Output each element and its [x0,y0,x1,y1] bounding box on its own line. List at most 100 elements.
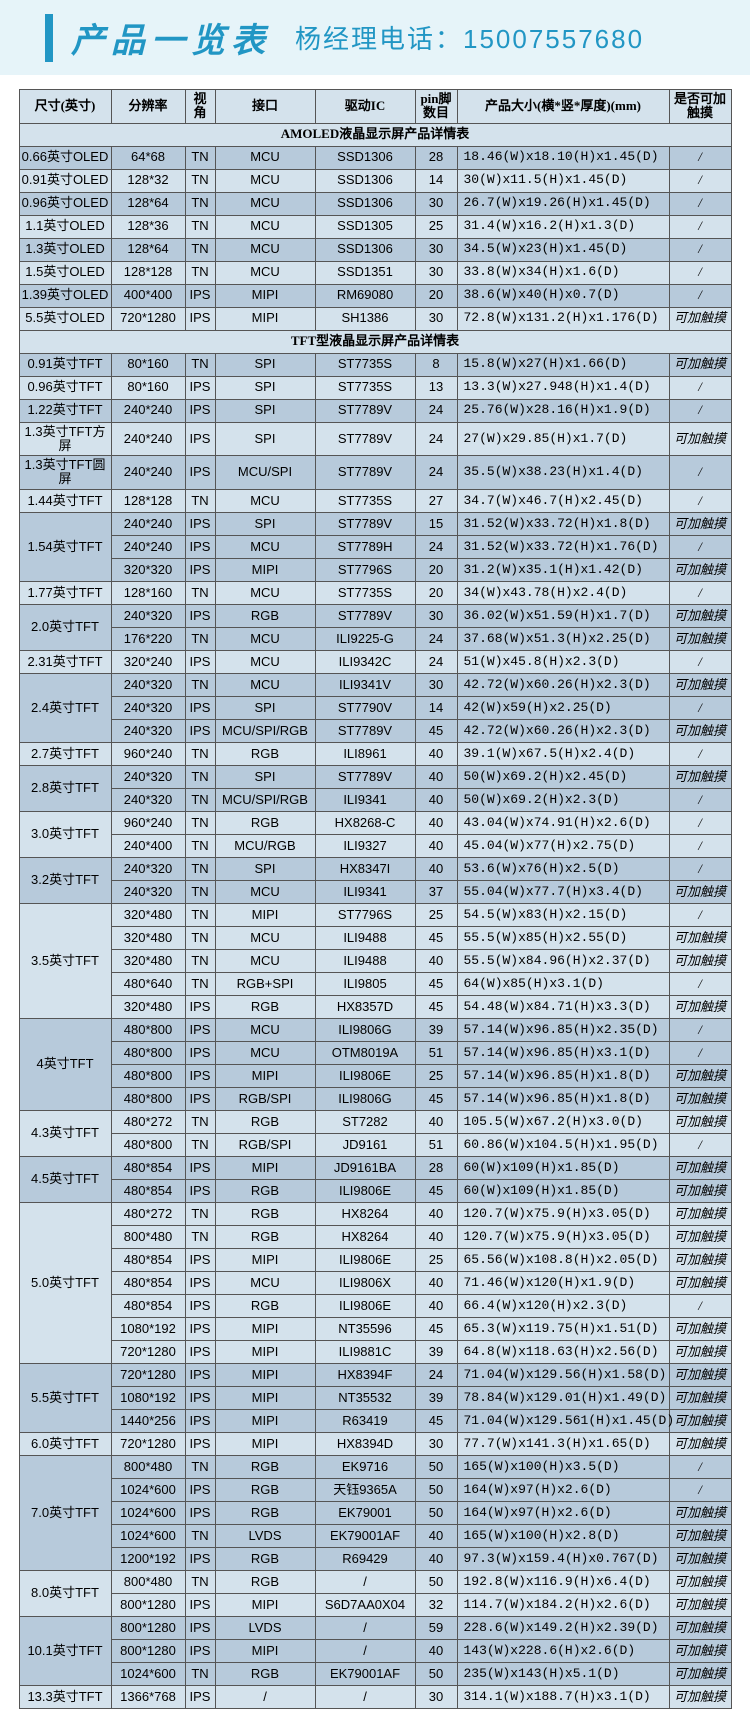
data-cell: MIPI [215,1340,315,1363]
touch-cell: 可加触摸 [669,949,731,972]
data-cell: ST7789V [315,399,415,422]
data-cell: IPS [185,422,215,456]
data-cell: MIPI [215,1363,315,1386]
data-cell: SSD1306 [315,192,415,215]
touch-cell: / [669,811,731,834]
dimension-cell: 15.8(W)x27(H)x1.66(D) [457,353,669,376]
table-row: 13.3英寸TFT1366*768IPS//30314.1(W)x188.7(H… [19,1685,731,1708]
data-cell: IPS [185,376,215,399]
data-cell: IPS [185,1386,215,1409]
data-cell: SPI [215,696,315,719]
data-cell: 28 [415,1156,457,1179]
table-row: 0.91英寸TFT80*160TNSPIST7735S815.8(W)x27(H… [19,353,731,376]
size-cell: 3.0英寸TFT [19,811,111,857]
size-cell: 1.3英寸TFT方屏 [19,422,111,456]
dimension-cell: 38.6(W)x40(H)x0.7(D) [457,284,669,307]
touch-cell: / [669,972,731,995]
data-cell: MCU [215,215,315,238]
data-cell: 480*800 [111,1041,185,1064]
data-cell: 480*854 [111,1248,185,1271]
data-cell: ST7789V [315,512,415,535]
data-cell: TN [185,1133,215,1156]
data-cell: 240*400 [111,834,185,857]
dimension-cell: 34.5(W)x23(H)x1.45(D) [457,238,669,261]
data-cell: 51 [415,1133,457,1156]
size-cell: 8.0英寸TFT [19,1570,111,1616]
table-row: 1440*256IPSMIPIR634194571.04(W)x129.561(… [19,1409,731,1432]
data-cell: ILI8961 [315,742,415,765]
data-cell: TN [185,1570,215,1593]
data-cell: 40 [415,1547,457,1570]
data-cell: 1080*192 [111,1386,185,1409]
dimension-cell: 55.04(W)x77.7(H)x3.4(D) [457,880,669,903]
data-cell: 28 [415,146,457,169]
data-cell: MCU [215,1271,315,1294]
table-row: 3.0英寸TFT960*240TNRGBHX8268-C4043.04(W)x7… [19,811,731,834]
data-cell: IPS [185,399,215,422]
dimension-cell: 51(W)x45.8(H)x2.3(D) [457,650,669,673]
table-row: 1080*192IPSMIPINT355964565.3(W)x119.75(H… [19,1317,731,1340]
data-cell: 30 [415,307,457,330]
section-title: AMOLED液晶显示屏产品详情表 [19,123,731,146]
data-cell: IPS [185,1593,215,1616]
data-cell: 40 [415,857,457,880]
data-cell: RGB [215,1294,315,1317]
data-cell: TN [185,489,215,512]
data-cell: 800*1280 [111,1639,185,1662]
table-row: 320*480TNMCUILI94884055.5(W)x84.96(H)x2.… [19,949,731,972]
dimension-cell: 65.56(W)x108.8(H)x2.05(D) [457,1248,669,1271]
data-cell: IPS [185,696,215,719]
data-cell: RGB [215,604,315,627]
data-cell: 320*480 [111,926,185,949]
dimension-cell: 71.04(W)x129.56(H)x1.58(D) [457,1363,669,1386]
touch-cell: / [669,169,731,192]
table-row: 3.5英寸TFT320*480TNMIPIST7796S2554.5(W)x83… [19,903,731,926]
table-row: 800*480TNRGBHX826440120.7(W)x75.9(H)x3.0… [19,1225,731,1248]
header-contact: 杨经理电话：15007557680 [295,19,644,56]
data-cell: TN [185,811,215,834]
table-row: 480*800IPSMIPIILI9806E2557.14(W)x96.85(H… [19,1064,731,1087]
data-cell: 50 [415,1501,457,1524]
page-header: 产品一览表 杨经理电话：15007557680 [0,0,750,75]
dimension-cell: 50(W)x69.2(H)x2.3(D) [457,788,669,811]
size-cell: 3.2英寸TFT [19,857,111,903]
data-cell: MIPI [215,1248,315,1271]
data-cell: 45 [415,972,457,995]
dimension-cell: 34.7(W)x46.7(H)x2.45(D) [457,489,669,512]
data-cell: 30 [415,673,457,696]
data-cell: ST7789V [315,765,415,788]
data-cell: ST7789V [315,422,415,456]
table-row: 1024*600IPSRGBEK7900150164(W)x97(H)x2.6(… [19,1501,731,1524]
data-cell: IPS [185,558,215,581]
data-cell: TN [185,261,215,284]
table-row: 10.1英寸TFT800*1280IPSLVDS/59228.6(W)x149.… [19,1616,731,1639]
data-cell: ST7789V [315,456,415,490]
data-cell: 25 [415,215,457,238]
dimension-cell: 35.5(W)x38.23(H)x1.4(D) [457,456,669,490]
touch-cell: / [669,376,731,399]
touch-cell: 可加触摸 [669,1570,731,1593]
data-cell: ILI9806E [315,1248,415,1271]
data-cell: 480*854 [111,1294,185,1317]
data-cell: TN [185,972,215,995]
dimension-cell: 31.52(W)x33.72(H)x1.8(D) [457,512,669,535]
touch-cell: 可加触摸 [669,673,731,696]
dimension-cell: 34(W)x43.78(H)x2.4(D) [457,581,669,604]
data-cell: TN [185,169,215,192]
data-cell: 40 [415,742,457,765]
touch-cell: / [669,261,731,284]
table-row: 1024*600IPSRGB天钰9365A50164(W)x97(H)x2.6(… [19,1478,731,1501]
dimension-cell: 165(W)x100(H)x3.5(D) [457,1455,669,1478]
touch-cell: 可加触摸 [669,995,731,1018]
data-cell: MIPI [215,1386,315,1409]
column-header: 是否可加触摸 [669,90,731,124]
table-row: 5.0英寸TFT480*272TNRGBHX826440120.7(W)x75.… [19,1202,731,1225]
table-row: 240*320IPSSPIST7790V1442(W)x59(H)x2.25(D… [19,696,731,719]
column-header: 接口 [215,90,315,124]
data-cell: 40 [415,834,457,857]
data-cell: MIPI [215,1639,315,1662]
data-cell: 30 [415,261,457,284]
header-title: 产品一览表 [71,13,271,62]
touch-cell: / [669,857,731,880]
touch-cell: / [669,696,731,719]
